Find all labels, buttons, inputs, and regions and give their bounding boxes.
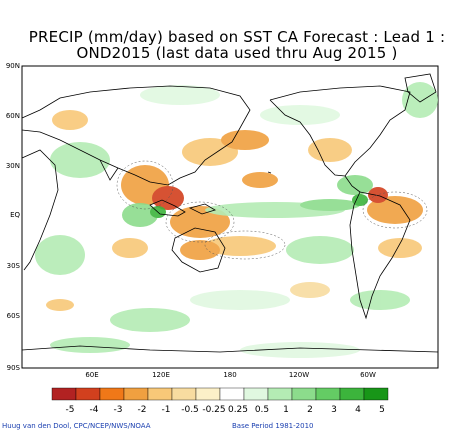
colorbar-label: -0.25	[202, 405, 225, 415]
colorbar-label: -1	[162, 405, 171, 415]
colorbar-swatch	[315, 387, 341, 401]
colorbar-label: 4	[355, 405, 361, 415]
colorbar-label: 3	[331, 405, 337, 415]
lat-label-eq: EQ	[10, 211, 20, 219]
colorbar: -5 -4 -3 -2 -1 -0.5 -0.25 0.25 0.5 1 2 3 4 5	[51, 387, 389, 415]
longitude-labels: 60E 120E 180 120W 60W	[85, 371, 376, 379]
lon-label-180: 180	[223, 371, 236, 379]
colorbar-swatch	[51, 387, 77, 401]
colorbar-swatch	[195, 387, 221, 401]
colorbar-swatch	[267, 387, 293, 401]
map-title-line2: OND2015 (last data used thru Aug 2015 )	[76, 44, 398, 62]
colorbar-swatch	[99, 387, 125, 401]
colorbar-label: -0.5	[181, 405, 199, 415]
map-title-line1: PRECIP (mm/day) based on SST CA Forecast…	[28, 28, 446, 46]
dry-anomaly-areas	[46, 110, 423, 311]
colorbar-label: -2	[138, 405, 147, 415]
colorbar-swatch	[243, 387, 269, 401]
lat-label-30s: 30S	[7, 262, 21, 270]
lat-label-60s: 60S	[7, 312, 21, 320]
colorbar-swatch	[75, 387, 101, 401]
footer-base-period: Base Period 1981-2010	[232, 422, 314, 430]
colorbar-swatch	[219, 387, 245, 401]
colorbar-swatch	[171, 387, 197, 401]
lon-label-60e: 60E	[85, 371, 98, 379]
lon-label-120e: 120E	[152, 371, 170, 379]
colorbar-label: 0.25	[228, 405, 248, 415]
colorbar-swatch	[363, 387, 389, 401]
lon-label-120w: 120W	[289, 371, 309, 379]
colorbar-label: 1	[283, 405, 289, 415]
colorbar-label: -4	[90, 405, 99, 415]
lat-label-30n: 30N	[6, 162, 20, 170]
colorbar-label: 2	[307, 405, 313, 415]
colorbar-swatch	[147, 387, 173, 401]
coastlines	[21, 73, 439, 353]
colorbar-swatch	[123, 387, 149, 401]
lon-label-60w: 60W	[360, 371, 376, 379]
map-panel: 90N 60N 30N EQ 30S 60S 90S 60E 120E 180 …	[6, 62, 439, 379]
footer-credit: Huug van den Dool, CPC/NCEP/NWS/NOAA	[2, 422, 151, 430]
colorbar-label: 5	[379, 405, 385, 415]
latitude-labels: 90N 60N 30N EQ 30S 60S 90S	[6, 62, 21, 372]
lat-label-90n: 90N	[6, 62, 20, 70]
colorbar-swatch	[339, 387, 365, 401]
colorbar-label: 0.5	[255, 405, 269, 415]
lat-label-60n: 60N	[6, 112, 20, 120]
colorbar-swatch	[291, 387, 317, 401]
contour-lines	[116, 160, 428, 260]
colorbar-label: -3	[114, 405, 123, 415]
lat-label-90s: 90S	[7, 364, 21, 372]
colorbar-label: -5	[66, 405, 75, 415]
